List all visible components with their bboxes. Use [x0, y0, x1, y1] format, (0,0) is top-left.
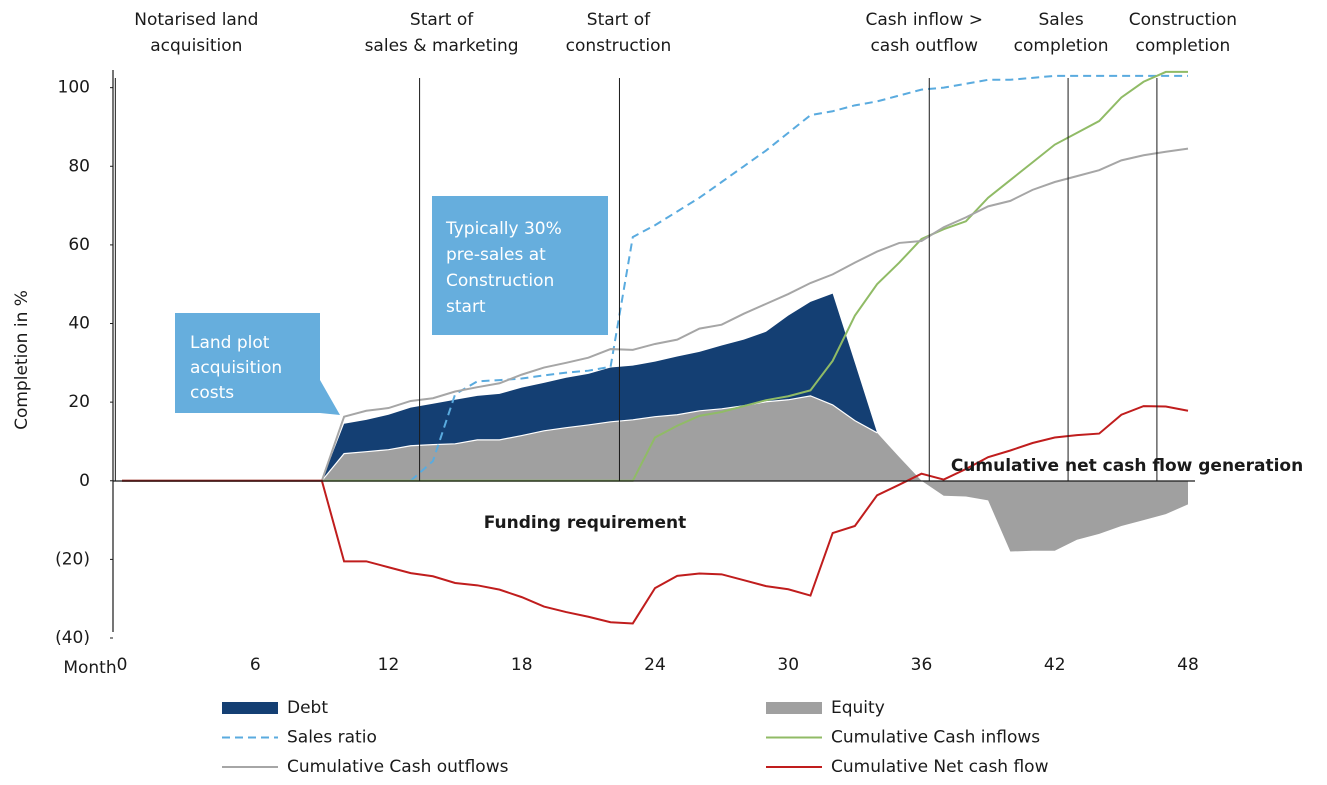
y-tick-label: (20) [55, 549, 90, 569]
x-tick-label: 42 [1044, 655, 1066, 675]
milestone-label: completion [1014, 36, 1109, 56]
x-tick-label: 36 [911, 655, 933, 675]
callout-text: acquisition [190, 358, 282, 378]
x-tick-label: 6 [250, 655, 261, 675]
callout-text: costs [190, 383, 234, 403]
x-axis-label: Month [63, 658, 116, 678]
callout-text: pre-sales at [446, 245, 546, 265]
legend-swatch [222, 702, 278, 714]
x-tick-label: 18 [511, 655, 533, 675]
legend-label: Cumulative Net cash flow [831, 757, 1049, 777]
x-tick-label: 12 [378, 655, 400, 675]
callout-text: Typically 30% [445, 219, 562, 239]
milestone-label: sales & marketing [365, 36, 519, 56]
milestone-label: Cash inflow > [866, 10, 983, 30]
series-line [410, 74, 1188, 482]
legend-swatch [766, 702, 822, 714]
milestone-label: Sales [1038, 10, 1083, 30]
milestone-label: acquisition [150, 36, 242, 56]
y-tick-label: 20 [68, 392, 90, 412]
equity-edge [321, 395, 878, 482]
y-tick-label: 40 [68, 314, 90, 334]
y-tick-label: 100 [58, 78, 90, 98]
x-tick-label: 24 [644, 655, 666, 675]
debt-area [321, 293, 878, 481]
callout-box [175, 313, 340, 415]
callout-text: Construction [446, 271, 554, 291]
milestone-label: Construction [1129, 10, 1237, 30]
legend-label: Cumulative Cash outflows [287, 757, 509, 777]
legend-label: Debt [287, 698, 328, 718]
y-tick-label: 60 [68, 235, 90, 255]
x-tick-label: 30 [777, 655, 799, 675]
equity-area [122, 395, 1188, 552]
milestone-label: Start of [587, 10, 651, 30]
y-axis-label: Completion in % [12, 290, 32, 430]
callout-text: start [446, 297, 486, 317]
y-tick-label: (40) [55, 628, 90, 648]
callout-text: Land plot [190, 333, 270, 353]
milestone-label: construction [566, 36, 672, 56]
annotation: Cumulative net cash flow generation [951, 456, 1303, 476]
milestone-label: Start of [410, 10, 474, 30]
callout-tail [530, 320, 608, 335]
milestone-label: completion [1135, 36, 1230, 56]
legend-label: Sales ratio [287, 728, 377, 748]
annotation: Funding requirement [484, 513, 687, 533]
legend-label: Equity [831, 698, 885, 718]
milestone-label: Notarised land [134, 10, 258, 30]
y-tick-label: 80 [68, 156, 90, 176]
x-tick-label: 48 [1177, 655, 1199, 675]
legend-label: Cumulative Cash inflows [831, 728, 1040, 748]
y-tick-label: 0 [79, 471, 90, 491]
callout-box [432, 196, 608, 335]
x-tick-label: 0 [117, 655, 128, 675]
milestone-label: cash outflow [870, 36, 978, 56]
